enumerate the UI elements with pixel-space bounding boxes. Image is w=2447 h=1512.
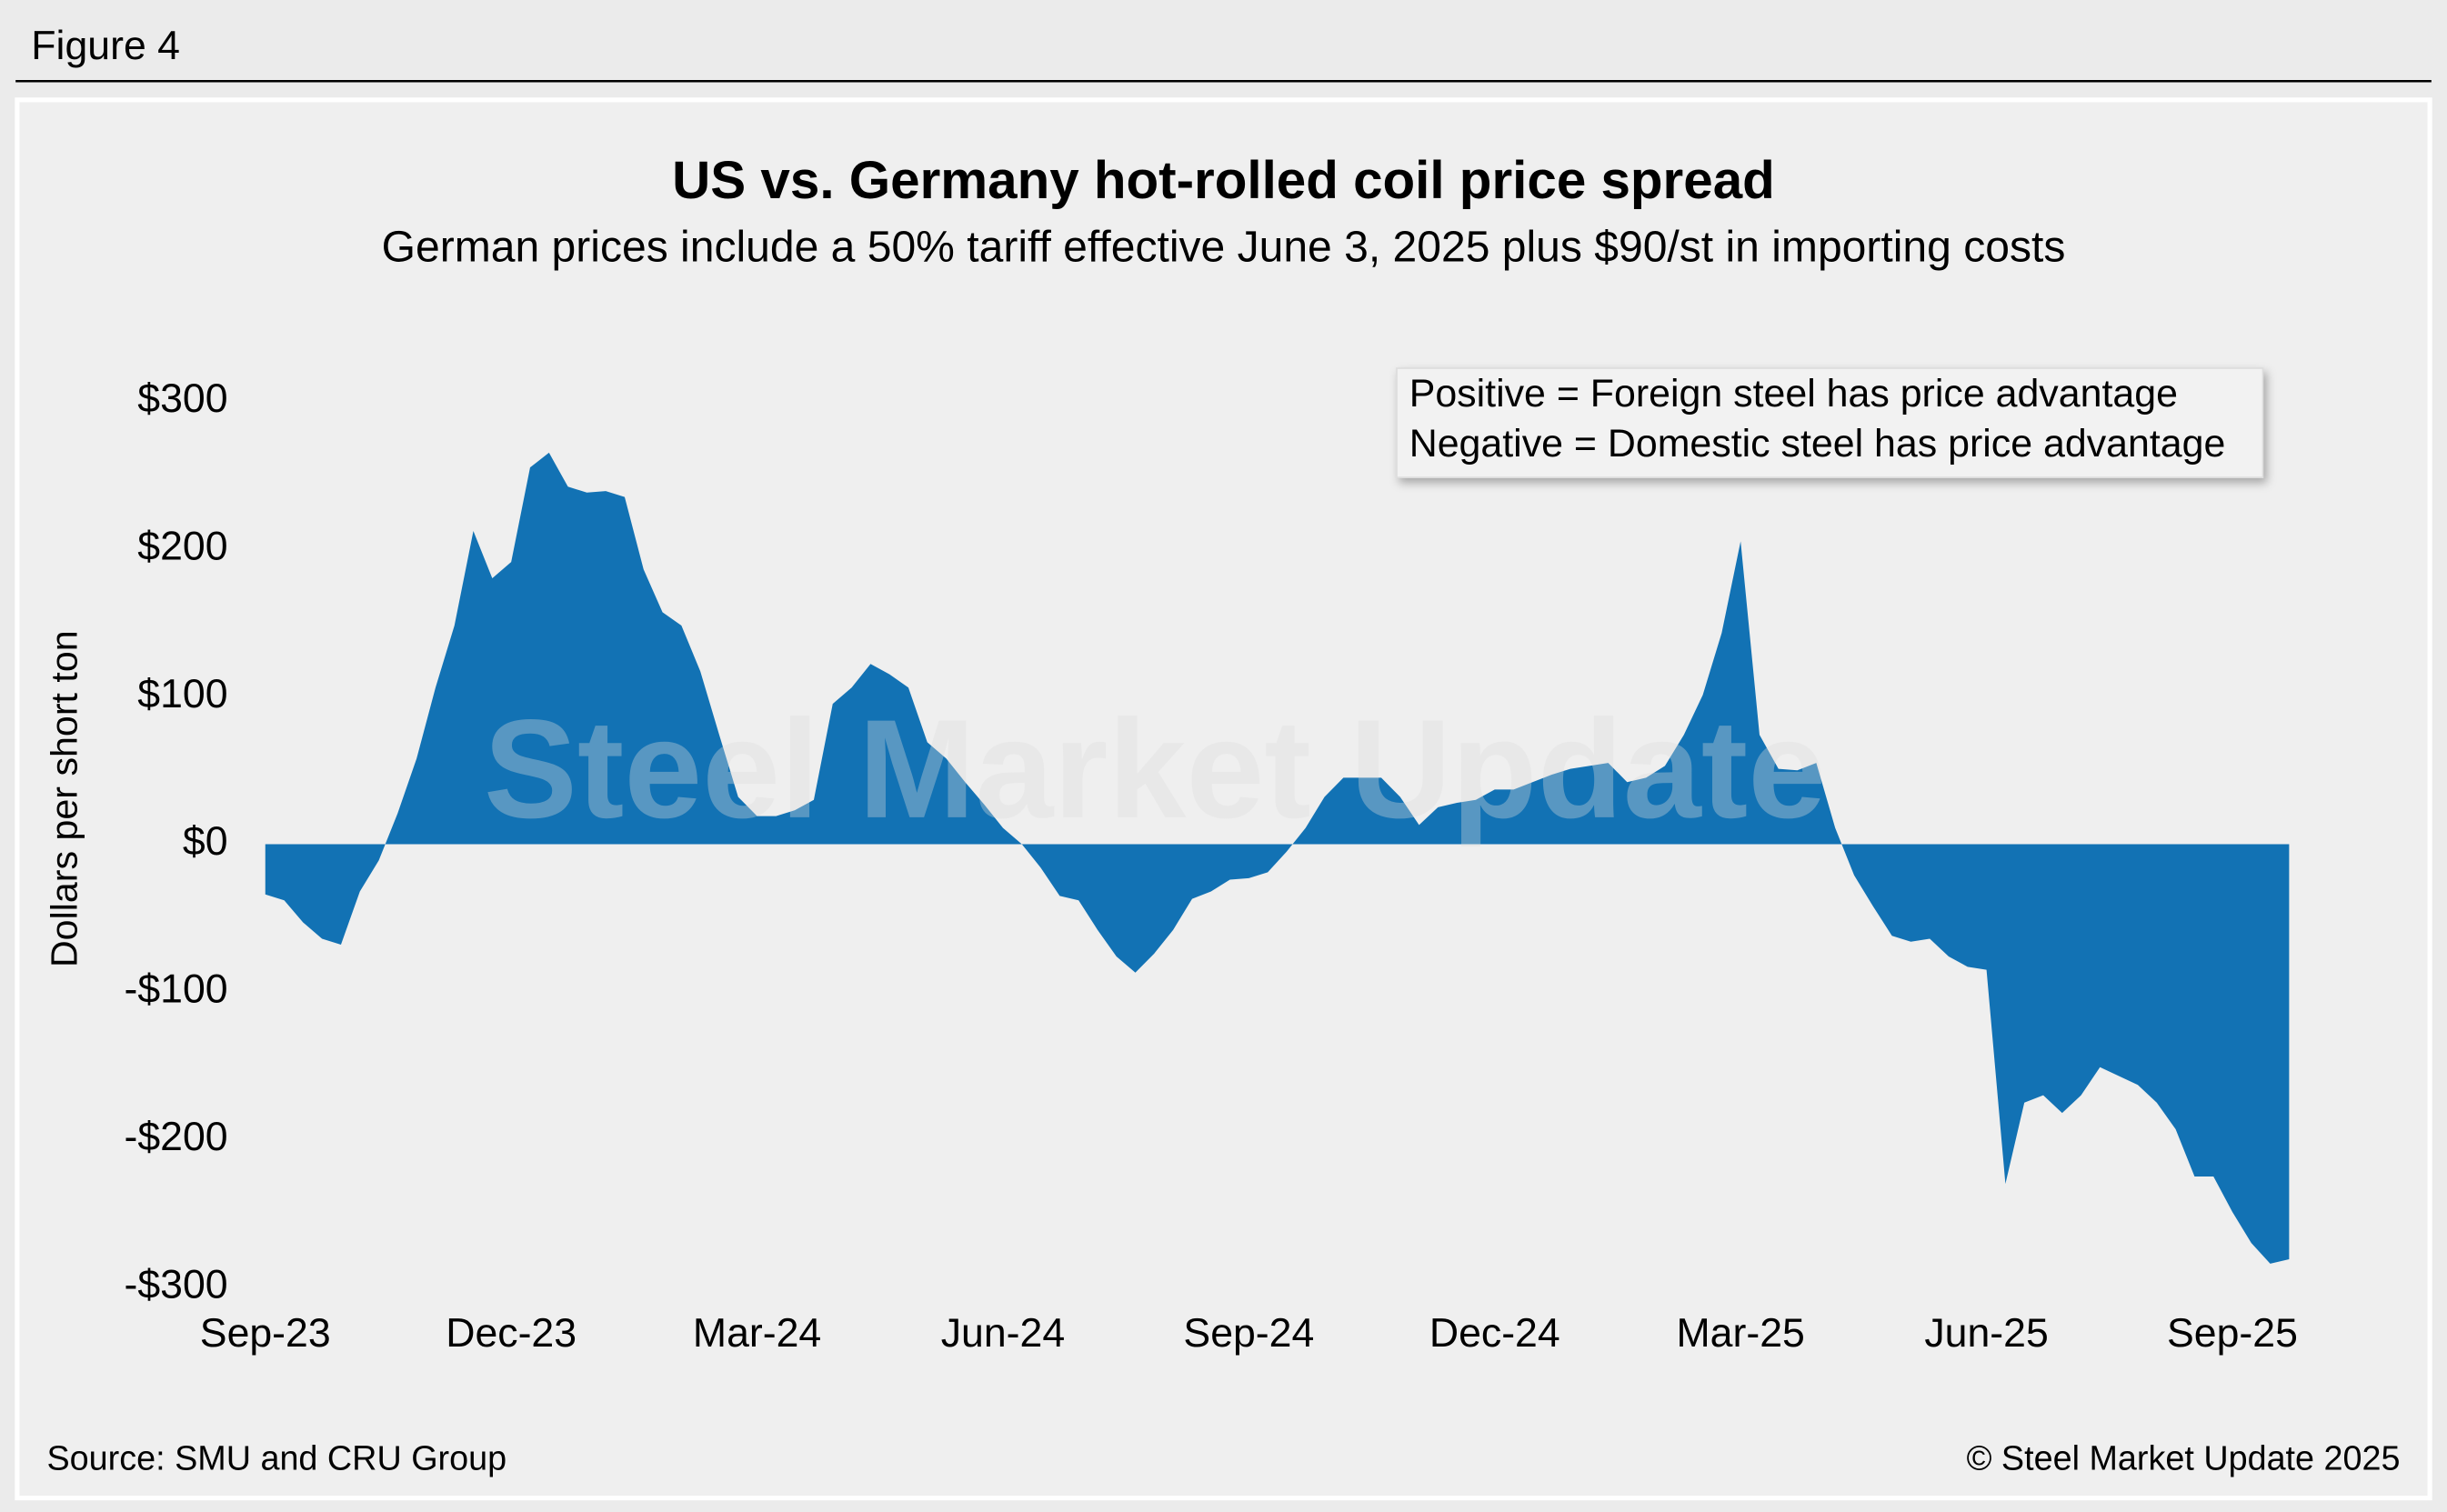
copyright: © Steel Market Update 2025 xyxy=(1967,1438,2401,1477)
chart-subtitle: German prices include a 50% tariff effec… xyxy=(382,223,2066,271)
y-tick-label: -$200 xyxy=(124,1115,227,1159)
x-tick-label: Dec-23 xyxy=(446,1311,577,1356)
y-tick-label: $100 xyxy=(137,672,227,716)
y-tick-label: $200 xyxy=(137,524,227,568)
x-tick-label: Mar-24 xyxy=(693,1311,821,1356)
watermark: Steel Market Update xyxy=(484,690,1826,847)
area xyxy=(265,452,2290,1264)
y-tick-label: $0 xyxy=(183,819,228,864)
x-tick-label: Sep-23 xyxy=(200,1311,331,1356)
annotation: Negative = Domestic steel has price adva… xyxy=(1409,422,2226,466)
x-tick-label: Jun-25 xyxy=(1924,1311,2048,1356)
x-tick-label: Sep-25 xyxy=(2167,1311,2298,1356)
source: Source: SMU and CRU Group xyxy=(46,1438,506,1477)
x-tick-label: Mar-25 xyxy=(1677,1311,1805,1356)
chart-title: US vs. Germany hot-rolled coil price spr… xyxy=(672,151,1775,210)
x-tick-label: Jun-24 xyxy=(941,1311,1065,1356)
annotation: Positive = Foreign steel has price advan… xyxy=(1409,372,2178,416)
y-tick-label: $300 xyxy=(137,376,227,421)
x-tick-label: Dec-24 xyxy=(1429,1311,1560,1356)
y-axis-label: Dollars per short ton xyxy=(44,630,85,967)
y-tick-label: -$100 xyxy=(124,967,227,1012)
figure-label: Figure 4 xyxy=(31,24,180,68)
y-tick-label: -$300 xyxy=(124,1263,227,1307)
annotation-box xyxy=(1396,367,2264,479)
x-tick-label: Sep-24 xyxy=(1183,1311,1314,1356)
